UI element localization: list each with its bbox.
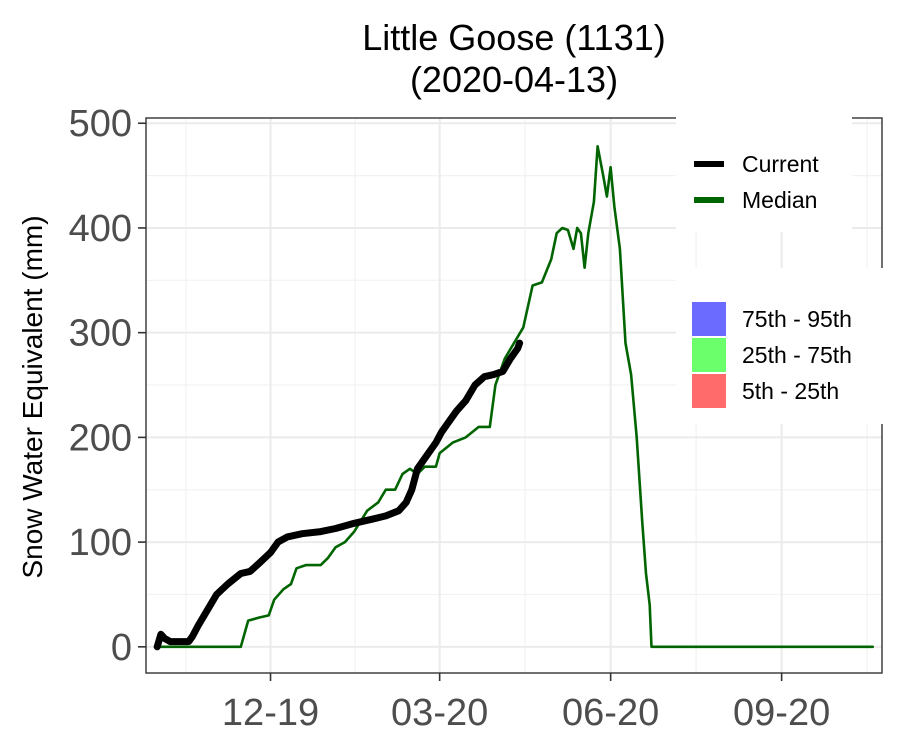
chart-title: Little Goose (1131) xyxy=(362,17,666,58)
series-line-current xyxy=(153,339,524,651)
legend-band-label-2: 5th - 25th xyxy=(742,378,839,404)
x-tick-label: 06-20 xyxy=(562,692,659,734)
x-tick-label: 09-20 xyxy=(733,692,830,734)
legend-swatch-1 xyxy=(692,338,726,372)
legend-band-label-1: 25th - 75th xyxy=(742,342,852,368)
y-tick-label: 0 xyxy=(111,627,132,669)
y-tick-label: 200 xyxy=(69,417,132,459)
y-axis-ticks: 0 100 200 300 400 500 xyxy=(69,103,146,669)
chart-title-group: Little Goose (1131) (2020-04-13) xyxy=(362,17,666,100)
x-tick-label: 12-19 xyxy=(222,692,319,734)
y-tick-label: 100 xyxy=(69,522,132,564)
legend-label-current: Current xyxy=(742,151,819,177)
legend-swatch-2 xyxy=(692,374,726,408)
legend-swatch-0 xyxy=(692,302,726,336)
legend-bands: 75th - 95th 25th - 75th 5th - 25th xyxy=(676,268,884,424)
y-tick-label: 500 xyxy=(69,103,132,145)
series-line-median xyxy=(155,145,875,649)
x-tick-label: 03-20 xyxy=(391,692,488,734)
legend-lines-background xyxy=(676,108,852,232)
y-tick-label: 400 xyxy=(69,208,132,250)
y-tick-label: 300 xyxy=(69,313,132,355)
x-axis-ticks: 12-19 03-20 06-20 09-20 xyxy=(222,673,830,734)
legend-label-median: Median xyxy=(742,187,817,213)
legend-lines: Current Median xyxy=(676,108,852,232)
y-axis-label: Snow Water Equivalent (mm) xyxy=(17,215,48,578)
chart-subtitle: (2020-04-13) xyxy=(410,59,618,100)
legend-band-label-0: 75th - 95th xyxy=(742,306,852,332)
series-layer xyxy=(153,145,875,651)
